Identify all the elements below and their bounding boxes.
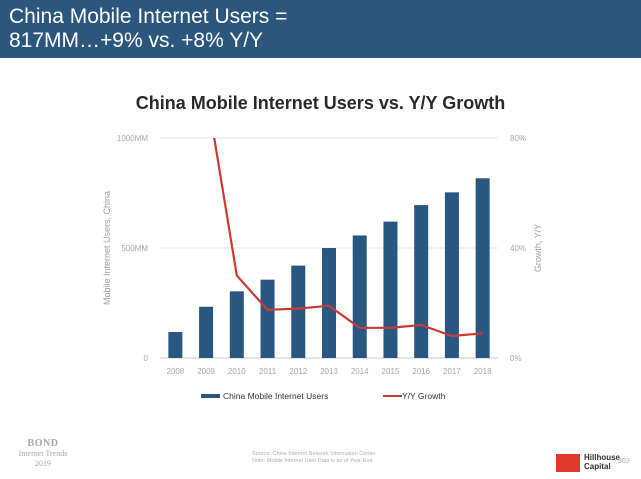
y2-tick-label: 40% xyxy=(510,244,526,253)
bond-logo: BOND Internet Trends 2019 xyxy=(8,438,78,469)
bar xyxy=(414,205,429,358)
slide-title: China Mobile Internet Users = 817MM…+9% … xyxy=(9,5,288,52)
bar xyxy=(199,306,214,358)
y-tick-label: 500MM xyxy=(121,244,148,253)
legend-swatch-users xyxy=(201,394,220,398)
bar xyxy=(291,265,306,358)
bar xyxy=(444,192,459,358)
x-tick-label: 2015 xyxy=(382,367,400,376)
bar xyxy=(260,279,275,358)
x-tick-label: 2013 xyxy=(320,367,338,376)
x-tick-label: 2009 xyxy=(197,367,215,376)
y-axis-title: Mobile Internet Users, China xyxy=(102,190,112,306)
hillhouse-logo-mark xyxy=(556,454,580,472)
bar xyxy=(475,178,490,358)
y-tick-label: 1000MM xyxy=(117,134,148,143)
y2-axis-title: Growth, Y/Y xyxy=(533,223,543,273)
bar xyxy=(229,291,244,358)
x-tick-label: 2018 xyxy=(474,367,492,376)
legend-label-users: China Mobile Internet Users xyxy=(223,391,328,401)
x-tick-label: 2017 xyxy=(443,367,461,376)
bond-logo-text: BOND xyxy=(27,438,59,449)
source-note: Source: China Internet Network Informati… xyxy=(252,451,376,465)
x-tick-label: 2010 xyxy=(228,367,246,376)
bond-subtitle: Internet Trends xyxy=(18,449,68,458)
x-tick-label: 2012 xyxy=(289,367,307,376)
x-tick-label: 2014 xyxy=(351,367,369,376)
x-tick-label: 2008 xyxy=(166,367,184,376)
bar xyxy=(352,235,367,358)
hillhouse-logo-line2: Capital xyxy=(584,462,611,471)
hillhouse-logo-line1: Hillhouse xyxy=(584,453,621,462)
x-tick-label: 2016 xyxy=(412,367,430,376)
bar xyxy=(322,248,336,358)
note-line: Note: Mobile Internet User Data is as of… xyxy=(252,458,374,464)
source-line: Source: China Internet Network Informati… xyxy=(252,451,376,457)
page-number: 303 xyxy=(618,458,630,465)
chart-title: China Mobile Internet Users vs. Y/Y Grow… xyxy=(135,93,506,113)
legend-label-growth: Y/Y Growth xyxy=(402,391,446,401)
hillhouse-logo: Hillhouse Capital xyxy=(584,453,620,471)
y2-tick-label: 80% xyxy=(510,134,526,143)
y-tick-label: 0 xyxy=(144,354,149,363)
growth-line xyxy=(213,138,483,338)
bar xyxy=(383,221,398,358)
bar xyxy=(168,332,183,358)
x-tick-label: 2011 xyxy=(259,367,277,376)
y2-tick-label: 0% xyxy=(510,354,522,363)
bond-year: 2019 xyxy=(35,459,51,468)
header-banner: China Mobile Internet Users = 817MM…+9% … xyxy=(0,0,641,58)
